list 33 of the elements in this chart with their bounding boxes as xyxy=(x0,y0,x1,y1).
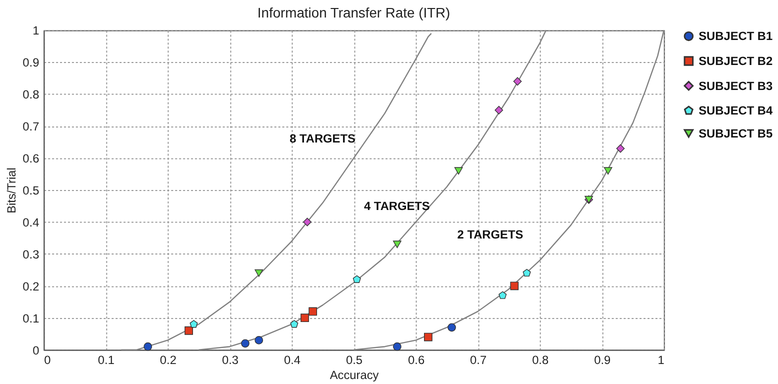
y-tick-label: 0 xyxy=(32,343,40,358)
y-tick-label: 0.4 xyxy=(22,215,40,230)
legend-label: SUBJECT B1 xyxy=(698,29,773,44)
x-tick-label: 0.3 xyxy=(222,353,239,368)
y-tick-label: 0.8 xyxy=(22,88,40,102)
legend-label: SUBJECT B4 xyxy=(698,104,773,118)
y-tick-label: 0.6 xyxy=(22,152,40,166)
annotation: 2 TARGETS xyxy=(457,228,524,242)
y-tick-label: 0.2 xyxy=(22,279,40,294)
y-tick-label: 0.7 xyxy=(22,120,40,134)
x-tick-label: 0.1 xyxy=(98,353,115,368)
legend-label: SUBJECT B5 xyxy=(698,126,773,140)
legend-label: SUBJECT B2 xyxy=(698,54,773,68)
x-tick-label: 0.7 xyxy=(470,353,487,368)
y-tick-label: 1 xyxy=(32,24,40,38)
chart-title: Information Transfer Rate (ITR) xyxy=(257,4,450,20)
x-tick-label: 0 xyxy=(44,353,52,368)
annotation: 4 TARGETS xyxy=(364,198,430,213)
x-tick-label: 0.4 xyxy=(284,353,301,368)
y-tick-label: 0.5 xyxy=(22,183,40,198)
x-tick-label: 0.8 xyxy=(532,353,549,368)
x-axis-title: Accuracy xyxy=(330,368,379,382)
x-tick-label: 0.5 xyxy=(346,353,363,368)
annotation: 8 TARGETS xyxy=(290,131,356,146)
x-tick-label: 0.9 xyxy=(594,353,612,368)
x-tick-label: 1 xyxy=(658,353,665,368)
x-tick-label: 0.6 xyxy=(408,353,425,368)
x-tick-label: 0.2 xyxy=(160,353,177,368)
y-tick-label: 0.1 xyxy=(22,311,40,326)
y-tick-label: 0.3 xyxy=(22,247,40,262)
y-tick-label: 0.9 xyxy=(22,56,40,70)
legend-label: SUBJECT B3 xyxy=(698,78,773,93)
y-axis-title: Bits/Trial xyxy=(4,168,19,214)
